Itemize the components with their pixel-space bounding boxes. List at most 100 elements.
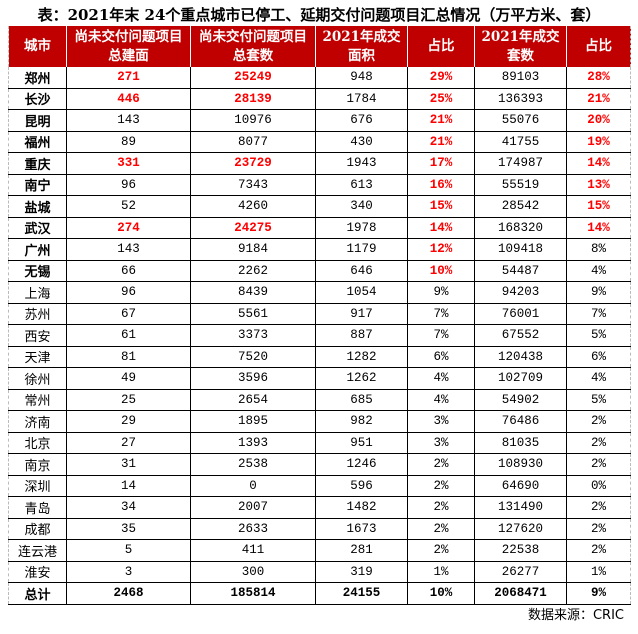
cell-unfinished-units: 1895 — [190, 410, 316, 433]
cell-units-share: 20% — [566, 109, 631, 132]
cell-sales-area-2021: 1673 — [315, 518, 408, 540]
cell-unfinished-area: 5 — [66, 539, 191, 562]
cell-sales-area-2021: 1784 — [315, 88, 408, 110]
cell-city: 深圳 — [8, 475, 67, 497]
cell-sales-area-2021: 917 — [315, 303, 408, 325]
header-unfinished-units: 尚未交付问题项目 总套数 — [190, 26, 316, 67]
cell-units-share: 2% — [566, 496, 631, 519]
cell-sales-area-2021: 1978 — [315, 217, 408, 239]
cell-city: 上海 — [8, 281, 67, 304]
cell-unfinished-area: 31 — [66, 453, 191, 476]
cell-unfinished-area: 52 — [66, 195, 191, 218]
header-sales-units-2021: 2021年成交 套数 — [474, 26, 567, 67]
cell-unfinished-units: 4260 — [190, 195, 316, 218]
header-city: 城市 — [8, 26, 67, 67]
cell-sales-units-2021: 127620 — [474, 518, 567, 540]
cell-area-share: 14% — [407, 217, 475, 239]
cell-area-share: 7% — [407, 324, 475, 347]
table-row: 南京 31 2538 1246 2% 108930 2% — [8, 453, 631, 476]
cell-unfinished-units: 23729 — [190, 152, 316, 175]
cell-unfinished-area: 61 — [66, 324, 191, 347]
table-row: 天津 81 7520 1282 6% 120438 6% — [8, 346, 631, 368]
cell-units-share: 2% — [566, 410, 631, 433]
cell-sales-units-2021: 64690 — [474, 475, 567, 497]
cell-sales-units-2021: 41755 — [474, 131, 567, 153]
cell-area-share: 29% — [407, 67, 475, 89]
cell-unfinished-area: 143 — [66, 238, 191, 261]
header-unfinished-area: 尚未交付问题项目 总建面 — [66, 26, 191, 67]
cell-area-share: 2% — [407, 496, 475, 519]
cell-units-share: 15% — [566, 195, 631, 218]
cell-unfinished-units: 2633 — [190, 518, 316, 540]
cell-unfinished-units: 0 — [190, 475, 316, 497]
cell-units-share: 19% — [566, 131, 631, 153]
total-row: 总计 2468 185814 24155 10% 2068471 9% — [8, 582, 631, 605]
problem-projects-table: 城市 尚未交付问题项目 总建面 尚未交付问题项目 总套数 2021年成交 面积 占比 20… — [8, 26, 631, 605]
cell-unfinished-units: 300 — [190, 561, 316, 583]
cell-area-share: 1% — [407, 561, 475, 583]
cell-unfinished-units: 9184 — [190, 238, 316, 261]
total-units-share: 9% — [566, 582, 631, 605]
cell-city: 西安 — [8, 324, 67, 347]
table-row: 福州 89 8077 430 21% 41755 19% — [8, 131, 631, 153]
total-sales-area-2021: 24155 — [315, 582, 408, 605]
cell-city: 重庆 — [8, 152, 67, 175]
cell-unfinished-units: 3596 — [190, 367, 316, 390]
cell-sales-units-2021: 102709 — [474, 367, 567, 390]
cell-sales-units-2021: 67552 — [474, 324, 567, 347]
cell-sales-area-2021: 1282 — [315, 346, 408, 368]
cell-sales-units-2021: 109418 — [474, 238, 567, 261]
total-area-share: 10% — [407, 582, 475, 605]
total-sales-units-2021: 2068471 — [474, 582, 567, 605]
cell-city: 武汉 — [8, 217, 67, 239]
cell-unfinished-area: 3 — [66, 561, 191, 583]
cell-units-share: 21% — [566, 88, 631, 110]
cell-unfinished-area: 331 — [66, 152, 191, 175]
cell-unfinished-area: 67 — [66, 303, 191, 325]
cell-unfinished-units: 24275 — [190, 217, 316, 239]
cell-sales-units-2021: 22538 — [474, 539, 567, 562]
data-source: 数据来源：CRIC — [527, 608, 624, 623]
cell-unfinished-area: 35 — [66, 518, 191, 540]
cell-area-share: 17% — [407, 152, 475, 175]
cell-city: 成都 — [8, 518, 67, 540]
cell-units-share: 13% — [566, 174, 631, 196]
cell-unfinished-area: 34 — [66, 496, 191, 519]
cell-city: 淮安 — [8, 561, 67, 583]
cell-units-share: 2% — [566, 432, 631, 454]
cell-sales-units-2021: 54487 — [474, 260, 567, 282]
cell-sales-area-2021: 281 — [315, 539, 408, 562]
cell-units-share: 8% — [566, 238, 631, 261]
table-row: 青岛 34 2007 1482 2% 131490 2% — [8, 496, 631, 519]
cell-unfinished-units: 8439 — [190, 281, 316, 304]
cell-area-share: 25% — [407, 88, 475, 110]
cell-units-share: 5% — [566, 389, 631, 411]
total-unfinished-area: 2468 — [66, 582, 191, 605]
cell-units-share: 0% — [566, 475, 631, 497]
cell-city: 无锡 — [8, 260, 67, 282]
cell-unfinished-units: 2007 — [190, 496, 316, 519]
cell-city: 福州 — [8, 131, 67, 153]
cell-area-share: 2% — [407, 453, 475, 476]
cell-unfinished-units: 2654 — [190, 389, 316, 411]
cell-city: 济南 — [8, 410, 67, 433]
cell-units-share: 14% — [566, 217, 631, 239]
cell-area-share: 2% — [407, 518, 475, 540]
cell-sales-area-2021: 676 — [315, 109, 408, 132]
cell-sales-units-2021: 131490 — [474, 496, 567, 519]
table-row: 上海 96 8439 1054 9% 94203 9% — [8, 281, 631, 304]
cell-unfinished-area: 49 — [66, 367, 191, 390]
cell-area-share: 4% — [407, 389, 475, 411]
cell-unfinished-units: 7520 — [190, 346, 316, 368]
cell-sales-area-2021: 1054 — [315, 281, 408, 304]
cell-city: 广州 — [8, 238, 67, 261]
table-row: 重庆 331 23729 1943 17% 174987 14% — [8, 152, 631, 175]
table-row: 郑州 271 25249 948 29% 89103 28% — [8, 67, 631, 89]
cell-city: 郑州 — [8, 67, 67, 89]
cell-unfinished-area: 96 — [66, 281, 191, 304]
table-title: 表：2021年末 24个重点城市已停工、延期交付问题项目汇总情况（万平方米、套） — [37, 6, 601, 24]
cell-sales-units-2021: 55519 — [474, 174, 567, 196]
cell-unfinished-units: 3373 — [190, 324, 316, 347]
cell-city: 苏州 — [8, 303, 67, 325]
cell-sales-area-2021: 646 — [315, 260, 408, 282]
